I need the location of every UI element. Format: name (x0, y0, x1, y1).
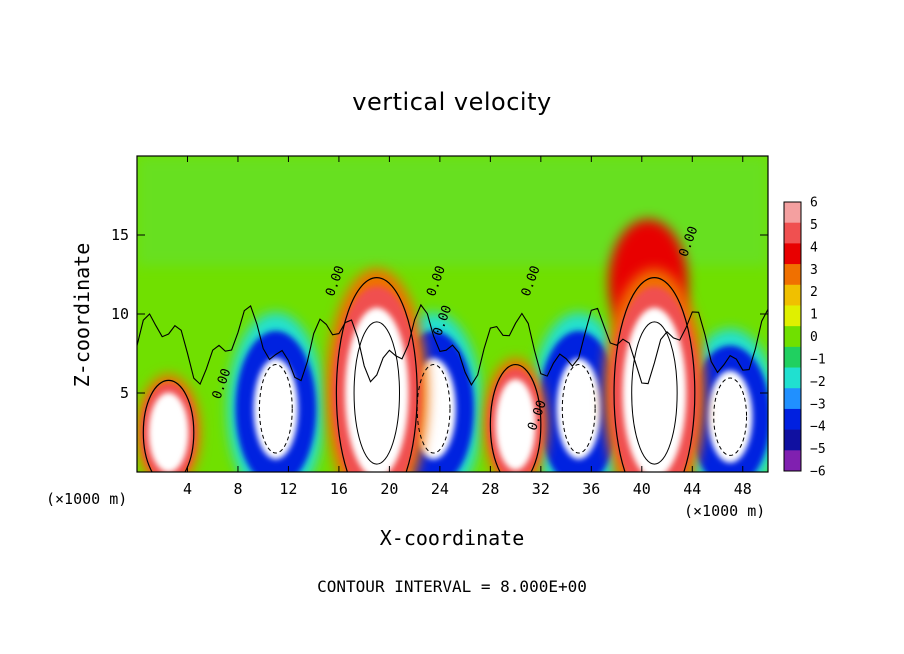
colorbar-label: −2 (810, 375, 826, 390)
updraft-peak (148, 392, 189, 472)
negative-contour-0 (258, 364, 293, 454)
downdraft-peak (556, 358, 601, 460)
x-tick-label: 12 (279, 480, 297, 498)
x-axis: 4 8 12 16 20 24 28 32 36 40 44 48 (183, 156, 752, 498)
velocity-field (137, 156, 768, 472)
x-tick-label: 36 (582, 480, 600, 498)
colorbar: 6 5 4 3 2 1 0 −1 −2 −3 −4 −5 −6 (783, 196, 826, 480)
updraft-2 (483, 358, 548, 472)
x-tick-label: 40 (633, 480, 651, 498)
colorbar-swatch (784, 367, 801, 389)
downdraft-0 (227, 312, 325, 472)
zero-contour-2 (489, 363, 542, 472)
colorbar-label: 6 (810, 196, 818, 211)
colorbar-label: 3 (810, 263, 818, 278)
colorbar-swatch (784, 284, 801, 306)
updraft-0 (137, 374, 201, 472)
colorbar-label: 1 (810, 308, 818, 323)
y-tick-label: 10 (111, 305, 129, 323)
x-tick-label: 44 (683, 480, 701, 498)
colorbar-swatch (784, 429, 801, 451)
colorbar-label: 4 (810, 240, 818, 255)
colorbar-swatch (784, 243, 801, 265)
colorbar-label: −1 (810, 352, 826, 367)
zero-contour-3 (613, 277, 696, 472)
x-unit-label-left: (×1000 m) (46, 490, 128, 508)
downdraft-peak (707, 370, 753, 463)
positive-contour-3 (631, 321, 678, 465)
zero-contour-1 (335, 277, 418, 472)
x-tick-label: 28 (481, 480, 499, 498)
y-tick-label: 15 (111, 226, 129, 244)
x-tick-label: 8 (233, 480, 242, 498)
updraft-peak (622, 307, 687, 472)
colorbar-swatch (784, 346, 801, 369)
chart-title: vertical velocity (352, 88, 552, 116)
updraft-3 (603, 219, 706, 472)
positive-contour-1 (353, 321, 400, 465)
x-tick-label: 32 (532, 480, 550, 498)
colorbar-frame (783, 201, 802, 472)
colorbar-swatch (784, 202, 801, 224)
colorbar-swatch (784, 305, 801, 327)
y-axis: 5 10 15 (111, 226, 768, 402)
x-tick-label: 4 (183, 480, 192, 498)
colorbar-label: −5 (810, 442, 826, 457)
negative-contour-1 (416, 364, 451, 454)
colorbar-label: 0 (810, 330, 818, 345)
colorbar-swatch (784, 388, 801, 410)
colorbar-swatch (784, 222, 801, 244)
colorbar-label: 2 (810, 285, 818, 300)
colorbar-label: 5 (810, 218, 818, 233)
x-tick-label: 48 (734, 480, 752, 498)
colorbar-label: −4 (810, 420, 826, 435)
y-tick-label: 5 (120, 384, 129, 402)
x-tick-label: 16 (330, 480, 348, 498)
zero-contour-0 (142, 379, 195, 472)
colorbar-label: −3 (810, 397, 826, 412)
downdraft-peak (253, 358, 299, 460)
colorbar-swatch (784, 450, 801, 472)
negative-contour-3 (713, 377, 748, 456)
x-unit-label-right: (×1000 m) (684, 502, 766, 520)
updraft-peak (495, 379, 536, 471)
x-tick-label: 24 (431, 480, 449, 498)
downdraft-2 (530, 312, 628, 472)
contour-interval-note: CONTOUR INTERVAL = 8.000E+00 (317, 577, 587, 596)
negative-contour-2 (561, 364, 596, 454)
x-tick-label: 20 (380, 480, 398, 498)
colorbar-swatch (784, 326, 801, 348)
colorbar-swatch (784, 408, 801, 431)
colorbar-label: −6 (810, 465, 826, 480)
x-axis-label: X-coordinate (379, 526, 525, 550)
colorbar-swatch (784, 264, 801, 286)
zero-contour-upper (137, 303, 768, 387)
